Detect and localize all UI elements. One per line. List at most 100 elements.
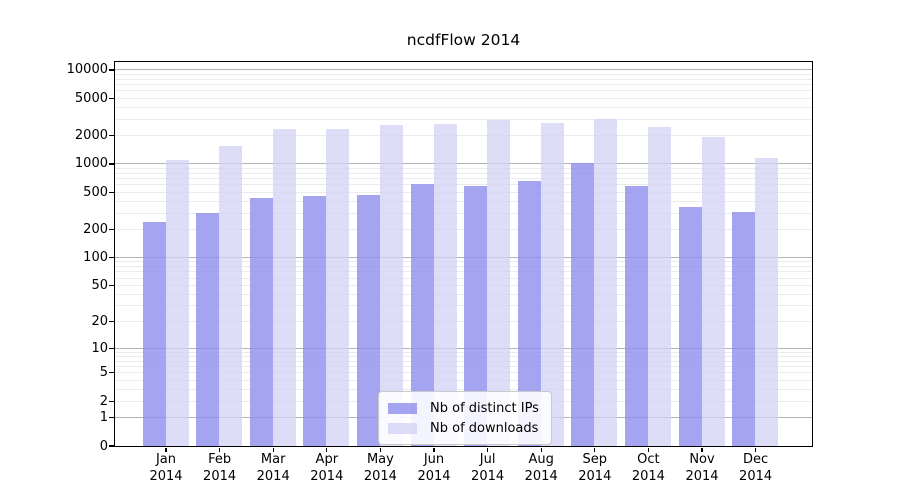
minor-gridline: [114, 293, 812, 295]
x-tick-mark: [219, 447, 221, 452]
x-tick-month: Sep: [582, 452, 608, 467]
bar-downloads-feb: [219, 146, 243, 446]
bar-distinct-ips-oct: [624, 186, 648, 446]
legend-label: Nb of downloads: [430, 420, 539, 436]
y-tick-mark: [108, 347, 114, 349]
x-tick-label: Feb 2014: [192, 451, 248, 485]
y-tick-mark: [108, 97, 114, 99]
y-tick-label: 2000: [74, 128, 108, 144]
x-tick-month: Oct: [637, 452, 660, 467]
minor-gridline: [114, 167, 812, 169]
y-tick-label: 10000: [66, 62, 108, 78]
minor-gridline: [114, 372, 812, 374]
bar-downloads-may: [379, 125, 403, 446]
x-tick-year: 2014: [739, 469, 773, 484]
bar-downloads-nov: [701, 136, 725, 446]
minor-gridline: [114, 97, 812, 99]
bar-distinct-ips-nov: [678, 207, 702, 446]
major-gridline: [114, 69, 812, 71]
y-tick-label: 5000: [74, 90, 108, 106]
bar-distinct-ips-dec: [732, 211, 756, 446]
x-tick-year: 2014: [310, 469, 344, 484]
y-tick-label: 10: [91, 340, 108, 356]
x-tick-label: Aug 2014: [513, 451, 569, 485]
x-tick-year: 2014: [363, 469, 397, 484]
bar-downloads-sep: [594, 118, 618, 446]
minor-gridline: [114, 379, 812, 381]
bar-downloads-dec: [755, 157, 779, 446]
y-tick-mark: [108, 228, 114, 231]
minor-gridline: [114, 200, 812, 202]
x-tick-year: 2014: [631, 469, 665, 484]
minor-gridline: [114, 184, 812, 186]
minor-gridline: [114, 135, 812, 137]
x-tick-month: Jun: [423, 452, 445, 467]
x-tick-mark: [272, 447, 274, 452]
bar-downloads-aug: [540, 122, 564, 446]
y-tick-mark: [108, 400, 114, 402]
bar-distinct-ips-jul: [464, 186, 488, 446]
bar-downloads-oct: [647, 126, 671, 446]
bar-distinct-ips-may: [356, 195, 380, 446]
minor-gridline: [114, 321, 812, 323]
x-tick-month: May: [366, 452, 394, 467]
x-tick-year: 2014: [417, 469, 451, 484]
y-tick-label: 500: [83, 184, 108, 200]
minor-gridline: [114, 118, 812, 120]
x-tick-mark: [165, 447, 167, 452]
x-tick-year: 2014: [578, 469, 612, 484]
minor-gridline: [114, 191, 812, 193]
y-tick-label: 1000: [74, 156, 108, 172]
minor-gridline: [114, 73, 812, 75]
x-tick-month: Jan: [155, 452, 177, 467]
y-tick-mark: [108, 163, 114, 165]
x-tick-month: Jul: [479, 452, 496, 467]
legend-swatch-downloads: [388, 422, 417, 434]
y-tick-mark: [108, 256, 114, 259]
y-tick-label: 200: [83, 221, 108, 237]
y-tick-mark: [108, 445, 114, 447]
minor-gridline: [114, 178, 812, 179]
y-tick-mark: [108, 135, 114, 137]
x-tick-mark: [540, 447, 542, 452]
bar-downloads-jun: [433, 123, 457, 446]
minor-gridline: [114, 351, 812, 353]
y-tick-mark: [108, 321, 114, 323]
major-gridline: [114, 163, 812, 165]
x-tick-label: Jan 2014: [138, 451, 194, 485]
x-tick-label: Nov 2014: [674, 451, 730, 485]
x-tick-mark: [701, 447, 703, 452]
legend-row: Nb of downloads: [388, 418, 539, 438]
y-tick-label: 1: [99, 410, 108, 426]
minor-gridline: [114, 388, 812, 390]
bar-downloads-jan: [165, 160, 189, 446]
y-tick-label: 5: [99, 365, 108, 381]
y-tick-mark: [108, 372, 114, 374]
bar-distinct-ips-apr: [303, 196, 327, 446]
plot-area: [113, 60, 813, 447]
x-tick-month: Mar: [260, 452, 286, 467]
minor-gridline: [114, 266, 812, 268]
minor-gridline: [114, 228, 812, 230]
minor-gridline: [114, 106, 812, 108]
x-tick-month: Feb: [208, 452, 232, 467]
minor-gridline: [114, 261, 812, 263]
y-tick-mark: [108, 417, 114, 419]
bar-distinct-ips-aug: [517, 181, 541, 446]
major-gridline: [114, 347, 812, 349]
x-tick-label: May 2014: [352, 451, 408, 485]
x-tick-label: Jul 2014: [460, 451, 516, 485]
bar-distinct-ips-feb: [196, 212, 220, 446]
legend: Nb of distinct IPs Nb of downloads: [378, 391, 552, 445]
y-tick-mark: [108, 284, 114, 287]
x-tick-mark: [755, 447, 757, 452]
bar-downloads-mar: [272, 128, 296, 446]
x-tick-month: Dec: [743, 452, 769, 467]
minor-gridline: [114, 271, 812, 273]
bar-downloads-jul: [487, 120, 511, 446]
y-tick-mark: [108, 191, 114, 193]
minor-gridline: [114, 360, 812, 362]
minor-gridline: [114, 366, 812, 368]
minor-gridline: [114, 212, 812, 214]
